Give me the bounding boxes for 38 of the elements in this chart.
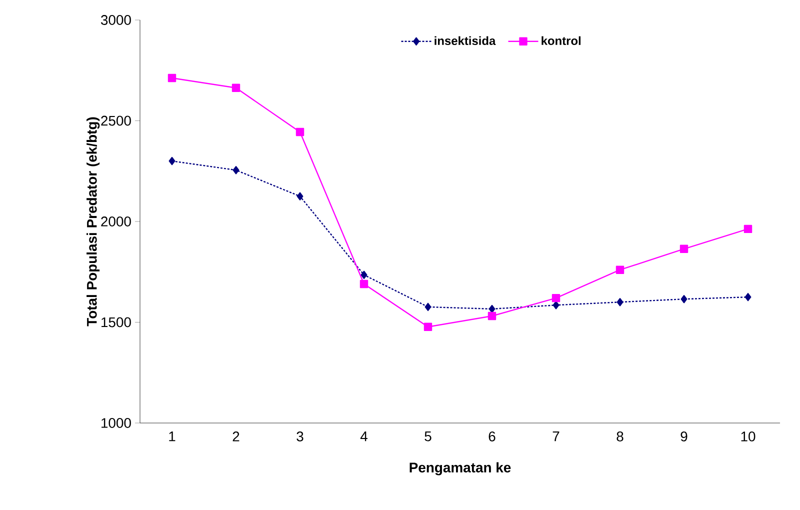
x-tick-label: 2 [232, 432, 240, 442]
point [296, 192, 304, 200]
point [616, 266, 624, 274]
y-tick-label: 1000 [102, 418, 131, 428]
x-tick-label: 10 [741, 432, 756, 442]
y-tick-label: 1500 [102, 317, 131, 328]
point [296, 128, 304, 136]
y-tick-label: 2000 [101, 216, 131, 226]
point [168, 156, 176, 166]
legend-label: kontrol [542, 36, 580, 46]
point [360, 270, 368, 279]
x-tick-label: 9 [680, 432, 688, 442]
legend-label: insektisida [434, 36, 496, 46]
point [424, 302, 432, 312]
x-tick-label: 5 [424, 432, 432, 442]
x-tick-label: 6 [488, 432, 496, 442]
y-tick-label: 3000 [100, 15, 131, 25]
x-tick-label: 3 [296, 432, 304, 442]
x-tick-label: 8 [616, 432, 624, 442]
point [744, 292, 752, 302]
point [168, 74, 176, 82]
x-tick-label: 4 [360, 432, 368, 442]
point [232, 84, 240, 92]
point [552, 301, 560, 310]
point [232, 166, 240, 174]
point [424, 322, 432, 331]
point [488, 312, 496, 320]
point [552, 294, 560, 302]
point [744, 224, 752, 234]
point [360, 280, 368, 288]
y-axis-title: Total Populasi Predator (ek/btg) [86, 117, 100, 326]
x-tick-label: 1 [169, 432, 176, 442]
point [680, 244, 688, 253]
point [680, 294, 688, 304]
y-tick-label: 2500 [101, 116, 131, 126]
x-axis-title: Pengamatan ke [410, 462, 511, 476]
x-tick-label: 7 [552, 432, 560, 442]
point [616, 298, 624, 306]
